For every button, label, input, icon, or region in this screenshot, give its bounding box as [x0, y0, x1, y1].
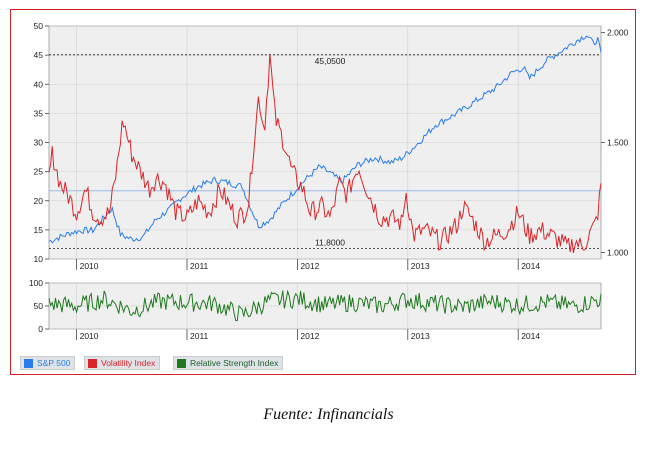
- tick-label-left: 45: [34, 50, 44, 60]
- series-line-volatility-index: [48, 53, 602, 254]
- legend-item[interactable]: Relative Strength Index: [173, 356, 284, 370]
- tick-label-rsi: 50: [34, 301, 44, 311]
- tick-label-left: 25: [34, 167, 44, 177]
- series-line-relative-strength-index: [48, 289, 602, 321]
- tick-label-right: 2.000: [607, 28, 629, 38]
- legend-item[interactable]: Volatility Index: [84, 356, 161, 370]
- tick-label-x-upper: 2010: [80, 261, 99, 271]
- tick-label-x-lower: 2014: [521, 331, 540, 341]
- tick-label-rsi: 0: [38, 324, 43, 334]
- tick-label-x-upper: 2012: [300, 261, 319, 271]
- tick-label-rsi: 100: [29, 278, 43, 288]
- legend-label: Relative Strength Index: [190, 358, 279, 368]
- tick-label-left: 35: [34, 108, 44, 118]
- legend-item[interactable]: S&P 500: [20, 356, 76, 370]
- tick-label-left: 30: [34, 138, 44, 148]
- tick-label-x-lower: 2013: [411, 331, 430, 341]
- tick-label-x-upper: 2014: [521, 261, 540, 271]
- tick-label-left: 40: [34, 79, 44, 89]
- caption: Fuente: Infinancials: [263, 406, 394, 423]
- tick-label-left: 50: [34, 21, 44, 31]
- tick-label-left: 15: [34, 225, 44, 235]
- legend-swatch: [177, 358, 186, 368]
- legend-label: S&P 500: [37, 358, 71, 368]
- tick-label-right: 1.000: [607, 247, 629, 257]
- reference-line-label: 11,8000: [315, 238, 345, 248]
- tick-label-x-lower: 2010: [80, 331, 99, 341]
- tick-label-left: 20: [34, 196, 44, 206]
- tick-label-x-lower: 2011: [190, 331, 209, 341]
- tick-label-x-upper: 2011: [190, 261, 209, 271]
- tick-label-right: 1.500: [607, 138, 629, 148]
- tick-label-x-upper: 2013: [411, 261, 430, 271]
- legend-label: Volatility Index: [101, 358, 156, 368]
- reference-line-label: 45,0500: [315, 56, 346, 66]
- legend-swatch: [88, 358, 97, 368]
- tick-label-left: 10: [34, 254, 44, 264]
- series-line-s-p-500: [48, 35, 602, 244]
- legend-swatch: [24, 358, 33, 368]
- tick-label-x-lower: 2012: [300, 331, 319, 341]
